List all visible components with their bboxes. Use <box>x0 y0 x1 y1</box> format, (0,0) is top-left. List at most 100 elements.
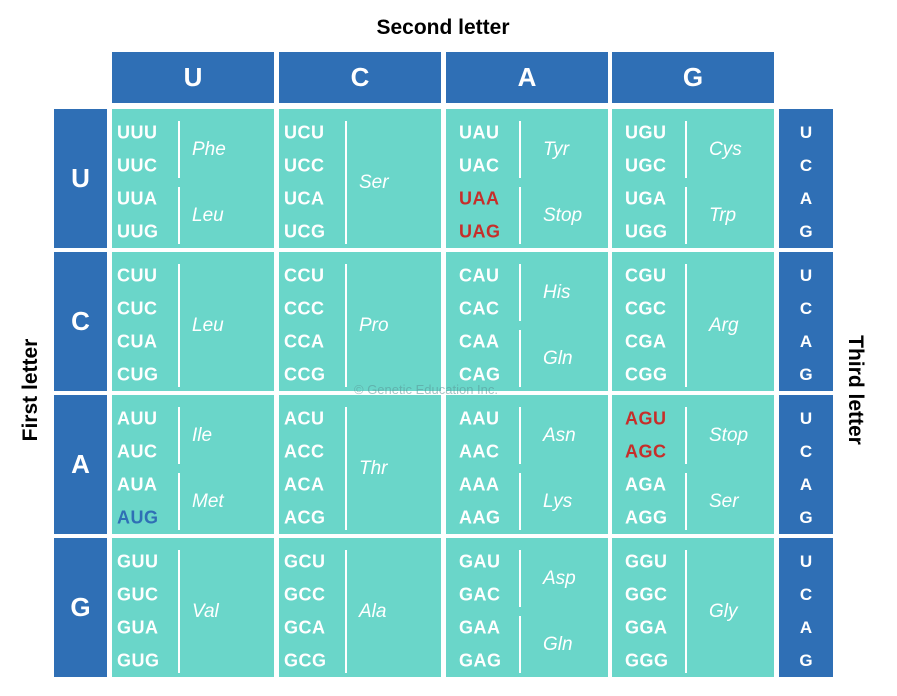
codon: CCC <box>284 298 325 319</box>
codon-cell: CCU CCC CCA CCG Pro <box>279 252 441 391</box>
codon: AAA <box>459 474 500 495</box>
group-bracket <box>178 187 180 244</box>
codon: CUA <box>117 331 158 352</box>
codon: GAG <box>459 650 502 671</box>
codon: UGU <box>625 122 667 143</box>
stop-codon: AGC <box>625 441 667 462</box>
third-letter-c: C <box>799 585 813 604</box>
codon: UCA <box>284 188 325 209</box>
codon: GUU <box>117 551 159 572</box>
codon: AUU <box>117 408 158 429</box>
group-bracket <box>178 264 180 387</box>
amino-acid-label: Cys <box>709 138 742 160</box>
third-letter-title: Third letter <box>844 335 867 445</box>
codon: GAU <box>459 551 501 572</box>
stop-codon: UAG <box>459 221 501 242</box>
codon: AGG <box>625 507 668 528</box>
third-letter-c: C <box>799 156 813 175</box>
codon: AUC <box>117 441 158 462</box>
third-letter-a: A <box>799 189 813 208</box>
codon: GGC <box>625 584 668 605</box>
group-bracket <box>685 264 687 387</box>
codon: GCA <box>284 617 326 638</box>
third-letter-u: U <box>799 266 813 285</box>
row-header-c: C <box>54 252 107 391</box>
amino-acid-label: Asn <box>543 424 576 446</box>
codon: ACA <box>284 474 325 495</box>
third-letter-a: A <box>799 618 813 637</box>
third-letter-a: A <box>799 475 813 494</box>
codon: CGC <box>625 298 667 319</box>
amino-acid-label: Ser <box>359 171 389 193</box>
group-bracket <box>178 407 180 464</box>
codon-cell: UAU UAC UAA UAG Tyr Stop <box>446 109 608 248</box>
codon: GAC <box>459 584 501 605</box>
codon: UCG <box>284 221 326 242</box>
amino-acid-label: Trp <box>709 204 737 226</box>
third-letter-g: G <box>799 365 813 384</box>
amino-acid-label: Stop <box>543 204 583 226</box>
codon: AUA <box>117 474 158 495</box>
group-bracket <box>519 550 521 607</box>
group-bracket <box>519 330 521 387</box>
codon: CAC <box>459 298 500 319</box>
group-bracket <box>345 407 347 530</box>
amino-acid-label: His <box>543 281 571 303</box>
codon: GGU <box>625 551 668 572</box>
codon: UAC <box>459 155 500 176</box>
codon: UUU <box>117 122 158 143</box>
codon: UCU <box>284 122 325 143</box>
group-bracket <box>178 473 180 530</box>
codon: CGU <box>625 265 667 286</box>
amino-acid-label: Pro <box>359 314 389 336</box>
codon: CAA <box>459 331 500 352</box>
codon: UAU <box>459 122 500 143</box>
amino-acid-label: Ala <box>359 600 387 622</box>
codon: GUC <box>117 584 159 605</box>
group-bracket <box>685 187 687 244</box>
third-letter-u: U <box>799 123 813 142</box>
codon: UGG <box>625 221 668 242</box>
group-bracket <box>345 550 347 673</box>
amino-acid-label: Gly <box>709 600 738 622</box>
codon: CAU <box>459 265 500 286</box>
codon: AAG <box>459 507 501 528</box>
group-bracket <box>519 121 521 178</box>
codon-cell: UCU UCC UCA UCG Ser <box>279 109 441 248</box>
stop-codon: UAA <box>459 188 500 209</box>
codon-cell: CUU CUC CUA CUG Leu <box>112 252 274 391</box>
codon: ACC <box>284 441 325 462</box>
amino-acid-label: Ser <box>709 490 739 512</box>
codon: AAU <box>459 408 500 429</box>
codon: GAA <box>459 617 501 638</box>
codon: GUG <box>117 650 160 671</box>
codon: UCC <box>284 155 325 176</box>
start-codon: AUG <box>117 507 159 528</box>
amino-acid-label: Asp <box>543 567 576 589</box>
codon: UUG <box>117 221 159 242</box>
codon: UUA <box>117 188 158 209</box>
amino-acid-label: Leu <box>192 314 224 336</box>
group-bracket <box>519 473 521 530</box>
third-letter-c: C <box>799 442 813 461</box>
group-bracket <box>519 407 521 464</box>
row-header-u: U <box>54 109 107 248</box>
row-header-a: A <box>54 395 107 534</box>
codon: CAG <box>459 364 501 385</box>
codon: CGG <box>625 364 668 385</box>
codon-cell: CGU CGC CGA CGG Arg <box>612 252 774 391</box>
codon-cell: GGU GGC GGA GGG Gly <box>612 538 774 677</box>
amino-acid-label: Met <box>192 490 224 512</box>
codon: CUU <box>117 265 158 286</box>
amino-acid-label: Arg <box>709 314 739 336</box>
third-letter-a: A <box>799 332 813 351</box>
group-bracket <box>345 121 347 244</box>
codon: GCC <box>284 584 326 605</box>
codon: CUC <box>117 298 158 319</box>
codon-cell: ACU ACC ACA ACG Thr <box>279 395 441 534</box>
codon: CCG <box>284 364 326 385</box>
amino-acid-label: Val <box>192 600 219 622</box>
amino-acid-label: Thr <box>359 457 388 479</box>
